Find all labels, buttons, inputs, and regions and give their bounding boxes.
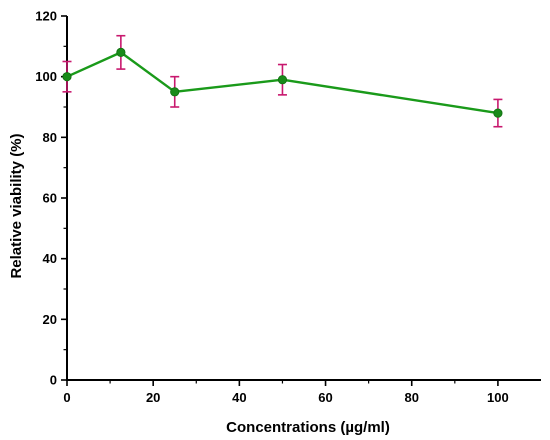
ticks (61, 15, 499, 386)
y-axis-title: Relative viability (%) (8, 133, 25, 278)
x-tick-label-0: 0 (63, 390, 70, 405)
x-axis-title: Concentrations (µg/ml) (226, 419, 390, 436)
x-tick-label-40: 40 (232, 390, 246, 405)
tick-labels: 0 20 40 60 80 100 0 20 40 60 80 100 120 (35, 9, 508, 406)
data-point (493, 108, 503, 118)
x-tick-label-60: 60 (318, 390, 332, 405)
data-point (170, 87, 180, 97)
y-tick-label-20: 20 (43, 312, 57, 327)
x-tick-label-100: 100 (487, 390, 509, 405)
series (62, 47, 503, 118)
data-point (62, 72, 72, 82)
y-tick-label-120: 120 (35, 9, 57, 24)
y-tick-label-80: 80 (43, 130, 57, 145)
data-point (277, 75, 288, 85)
y-tick-label-40: 40 (43, 251, 57, 266)
data-point (116, 47, 126, 58)
x-tick-label-20: 20 (146, 390, 160, 405)
y-tick-label-60: 60 (43, 191, 57, 206)
y-tick-label-0: 0 (50, 373, 57, 388)
y-tick-label-100: 100 (35, 69, 57, 84)
axes (66, 16, 541, 381)
x-tick-label-80: 80 (404, 390, 418, 405)
